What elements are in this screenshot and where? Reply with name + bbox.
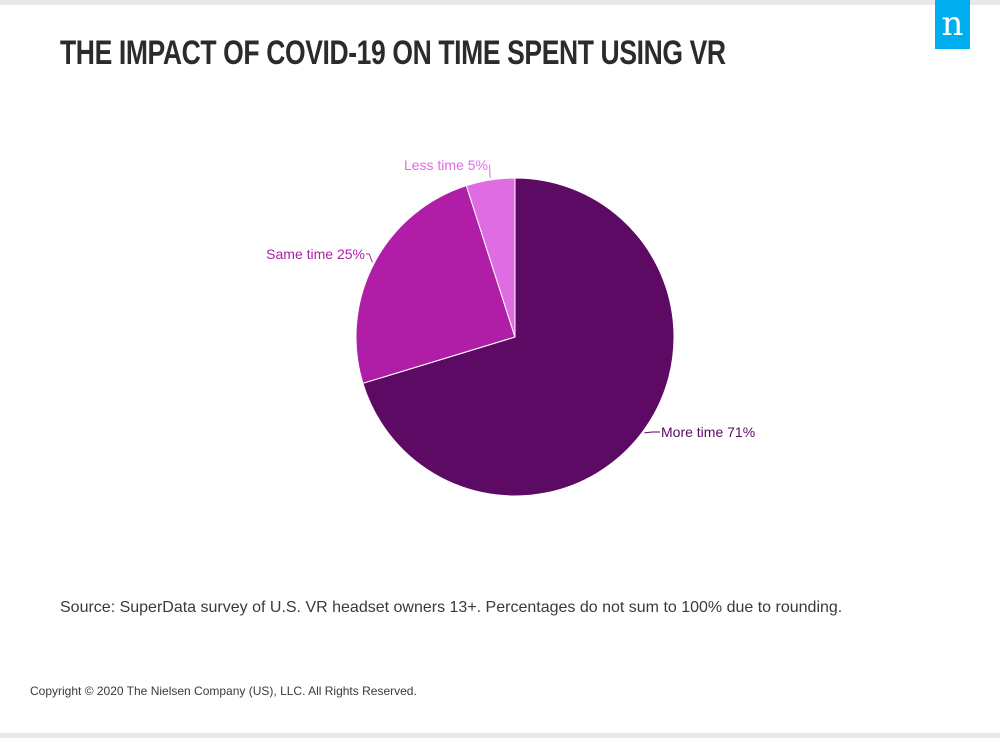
pie-slice-same-time (355, 185, 516, 384)
nielsen-logo-icon: n (935, 0, 970, 49)
top-border (0, 0, 1000, 5)
slice-label-more-time: More time 71% (661, 424, 755, 440)
pie-slice-more-time (362, 177, 675, 497)
copyright-text: Copyright © 2020 The Nielsen Company (US… (30, 684, 417, 698)
leader-line-same-time (366, 253, 373, 263)
logo-letter: n (941, 4, 964, 44)
slice-label-less-time: Less time 5% (404, 157, 488, 173)
pie-slice-less-time (465, 177, 516, 338)
leader-line-more-time (644, 431, 660, 434)
leader-line-less-time (489, 164, 491, 178)
slice-label-same-time: Same time 25% (266, 246, 365, 262)
chart-title: THE IMPACT OF COVID-19 ON TIME SPENT USI… (60, 34, 726, 72)
bottom-border (0, 733, 1000, 738)
source-note: Source: SuperData survey of U.S. VR head… (60, 599, 843, 616)
